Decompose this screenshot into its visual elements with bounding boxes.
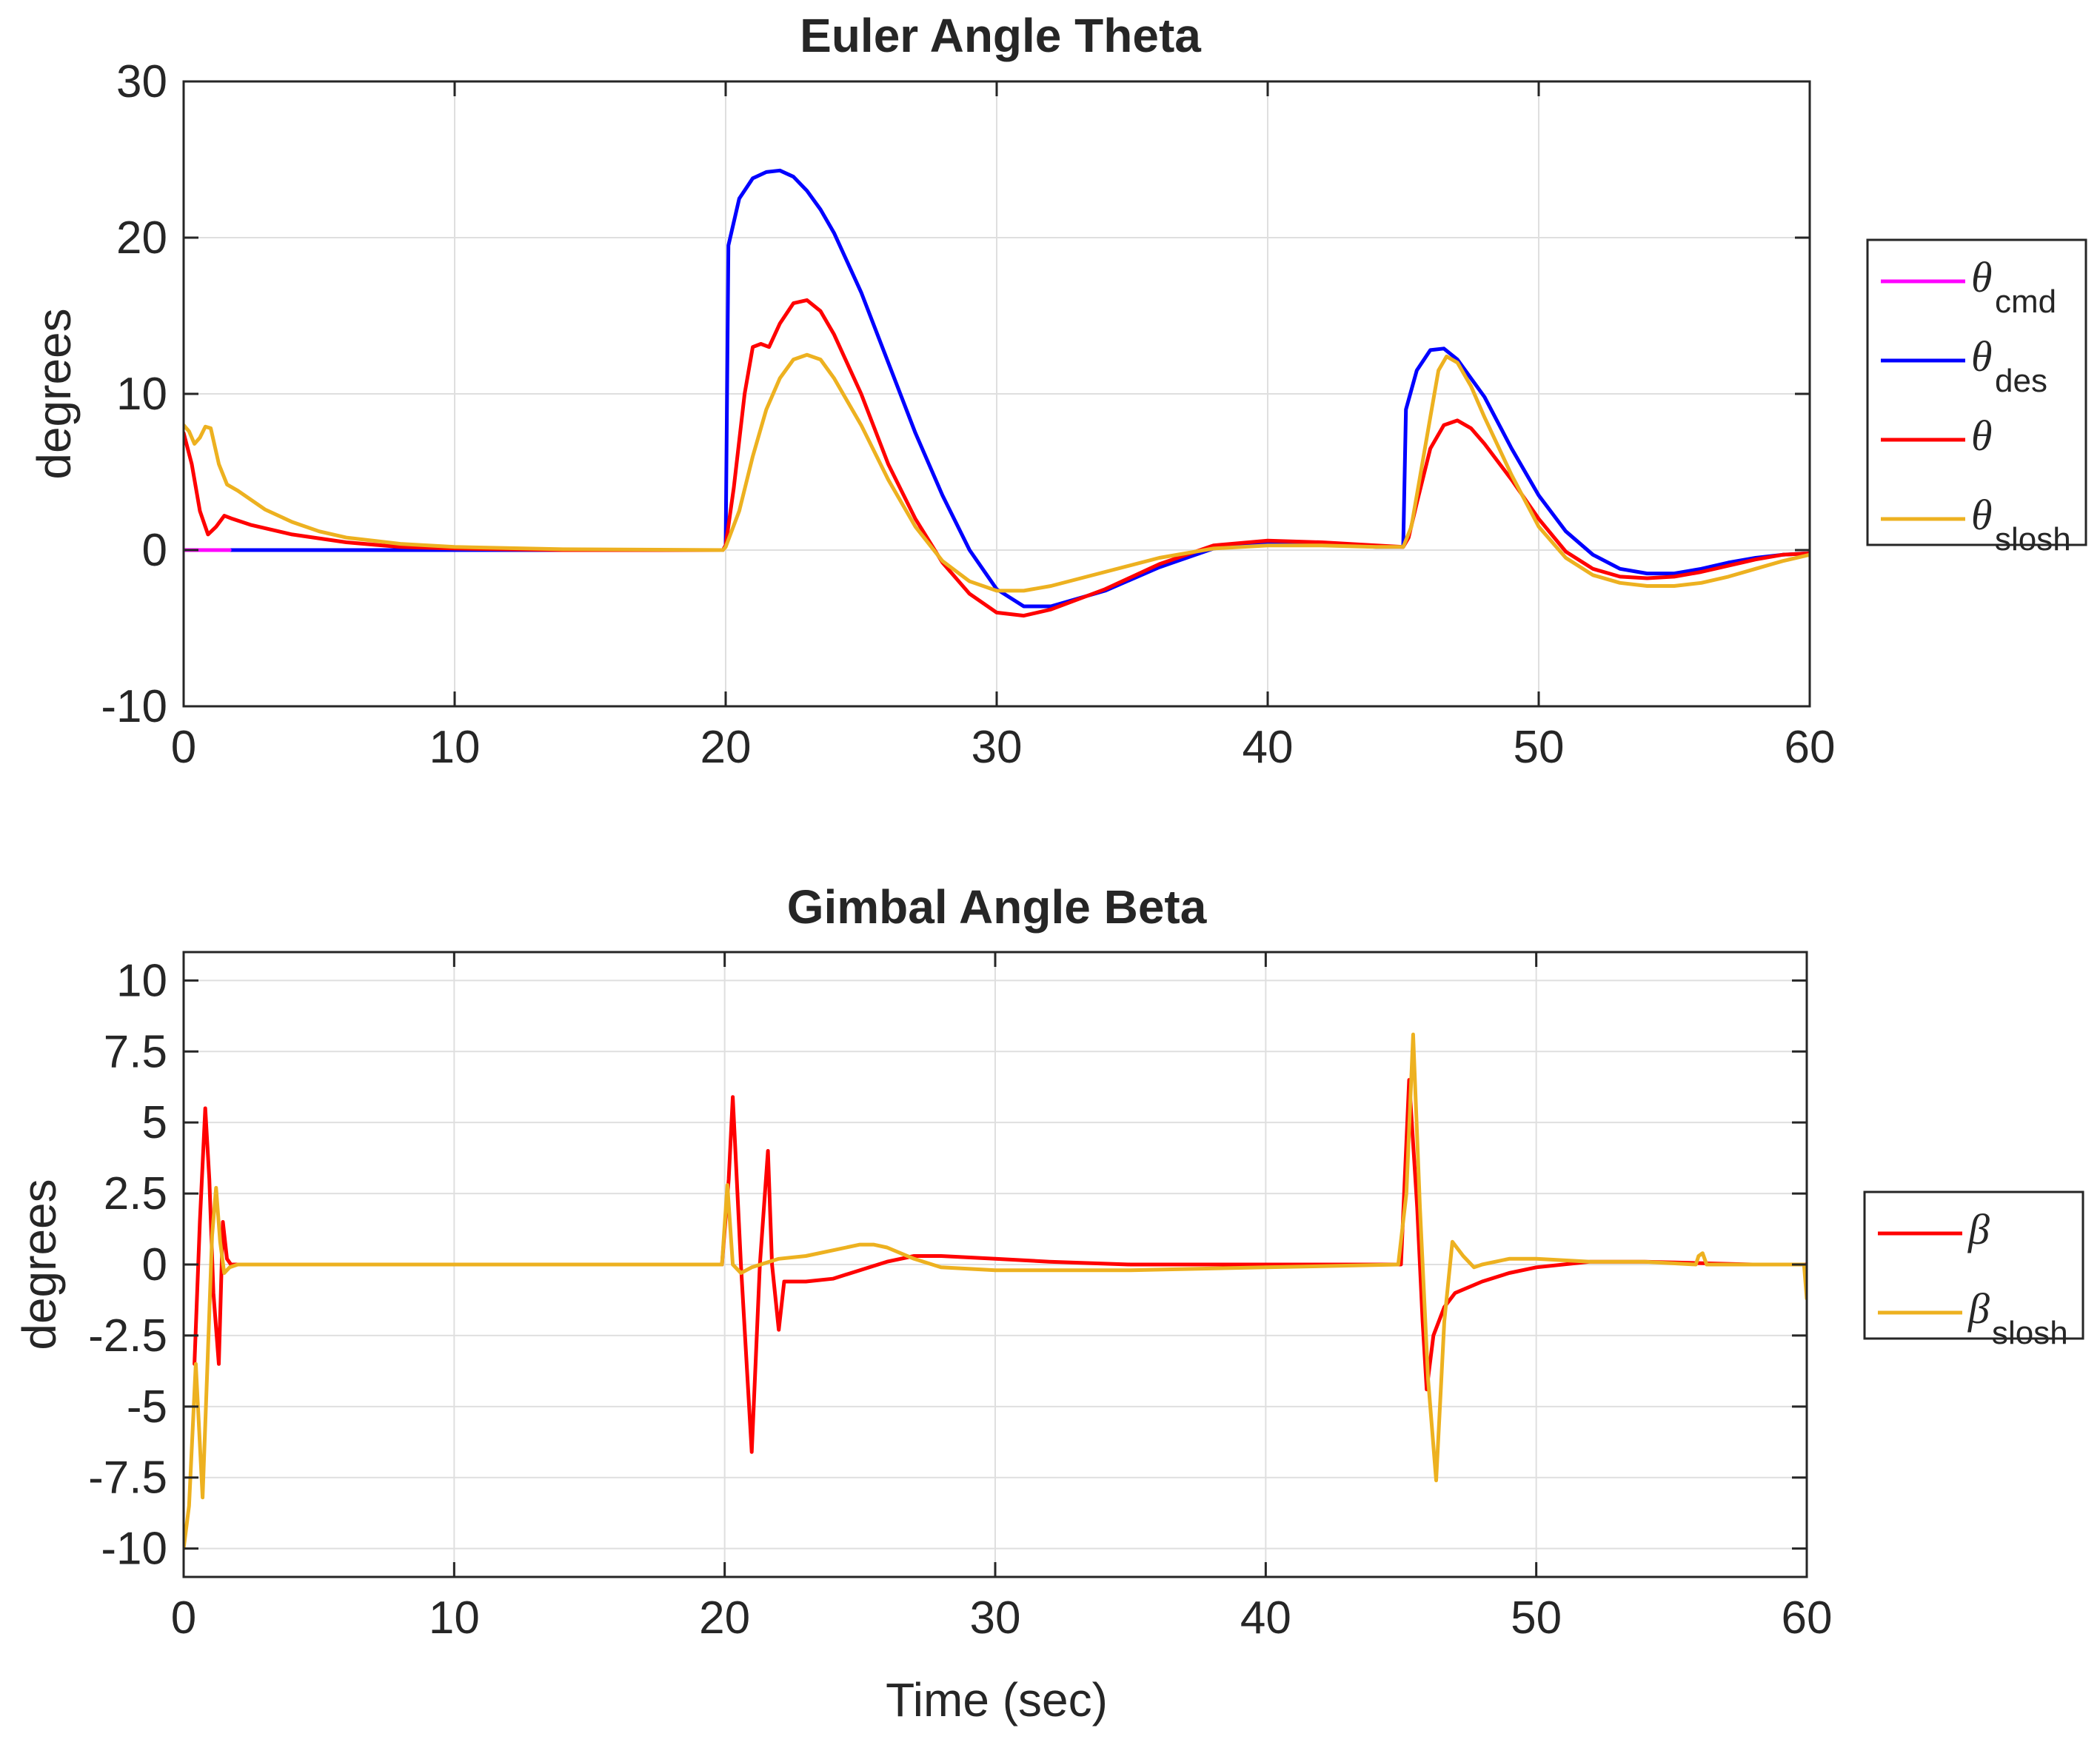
beta-y-tick-label: -2.5	[88, 1310, 167, 1361]
beta-x-tick-label: 0	[171, 1592, 196, 1644]
theta-x-tick-label: 10	[429, 722, 481, 773]
beta-y-tick-label: 10	[116, 955, 167, 1006]
theta-series	[184, 168, 1810, 618]
beta-y-tick-label: -5	[127, 1381, 167, 1433]
theta-x-tick-label: 60	[1785, 722, 1836, 773]
beta-x-tick-label: 60	[1782, 1592, 1833, 1644]
beta-series	[184, 1032, 1807, 1551]
theta-x-tick-label: 30	[972, 722, 1023, 773]
beta-x-ticks: 0 10 20 30 40 50 60	[171, 952, 1833, 1644]
legend-symbol-theta-cmd: θ	[1971, 253, 1993, 301]
beta-y-ticks: -10 -7.5 -5 -2.5 0 2.5 5 7.5 10	[88, 955, 1807, 1575]
legend-subscript-theta-cmd: cmd	[1995, 284, 2056, 320]
beta-y-tick-label: 0	[142, 1239, 167, 1290]
theta-x-tick-label: 50	[1514, 722, 1565, 773]
legend-subscript-theta-slosh: slosh	[1995, 521, 2071, 557]
beta-title: Gimbal Angle Beta	[787, 880, 1207, 934]
beta-panel: Gimbal Angle Beta 0 10 20 30 40 50 60 -10-7.5-…	[13, 880, 2084, 1726]
theta-x-tick-label: 40	[1243, 722, 1294, 773]
theta-y-tick-label: 0	[142, 525, 167, 576]
beta-series-beta-slosh	[184, 1032, 1807, 1551]
legend-symbol-theta-slosh: θ	[1971, 491, 1993, 539]
legend-subscript-beta-slosh: slosh	[1992, 1315, 2068, 1351]
theta-y-axis-label: degrees	[27, 308, 81, 479]
beta-y-tick-label: 5	[142, 1097, 167, 1148]
theta-panel: Euler Angle Theta 0 10 20 30 40 50 60 -1001020…	[27, 9, 2087, 773]
theta-series-theta	[184, 298, 1810, 618]
beta-x-tick-label: 10	[429, 1592, 480, 1644]
theta-title: Euler Angle Theta	[800, 9, 1201, 62]
beta-y-tick-label: 7.5	[104, 1026, 167, 1077]
legend-symbol-theta: θ	[1971, 412, 1993, 460]
theta-y-tick-label: 10	[116, 369, 167, 420]
legend-subscript-theta-des: des	[1995, 363, 2047, 399]
theta-y-tick-label: 20	[116, 212, 167, 264]
theta-y-tick-label: 30	[116, 56, 167, 107]
legend-symbol-theta-des: θ	[1971, 332, 1993, 381]
beta-y-tick-label: -10	[101, 1524, 167, 1575]
theta-y-tick-label: -10	[101, 681, 167, 732]
theta-series-theta-slosh	[184, 352, 1810, 593]
theta-legend-box	[1866, 238, 2087, 546]
theta-x-ticks: 0 10 20 30 40 50 60	[171, 81, 1836, 773]
beta-x-tick-label: 30	[970, 1592, 1021, 1644]
theta-x-tick-label: 0	[171, 722, 196, 773]
legend-symbol-beta-slosh: β	[1967, 1285, 1990, 1333]
beta-x-tick-label: 40	[1240, 1592, 1291, 1644]
beta-x-tick-label: 20	[699, 1592, 750, 1644]
legend-symbol-beta: β	[1967, 1205, 1990, 1253]
beta-x-tick-label: 50	[1511, 1592, 1562, 1644]
beta-y-axis-label: degrees	[13, 1179, 66, 1350]
beta-y-tick-label: 2.5	[104, 1168, 167, 1219]
beta-y-tick-label: -7.5	[88, 1453, 167, 1504]
x-axis-label: Time (sec)	[886, 1673, 1108, 1726]
theta-x-tick-label: 20	[700, 722, 752, 773]
theta-y-ticks: -10 0 10 20 30	[101, 56, 1810, 732]
